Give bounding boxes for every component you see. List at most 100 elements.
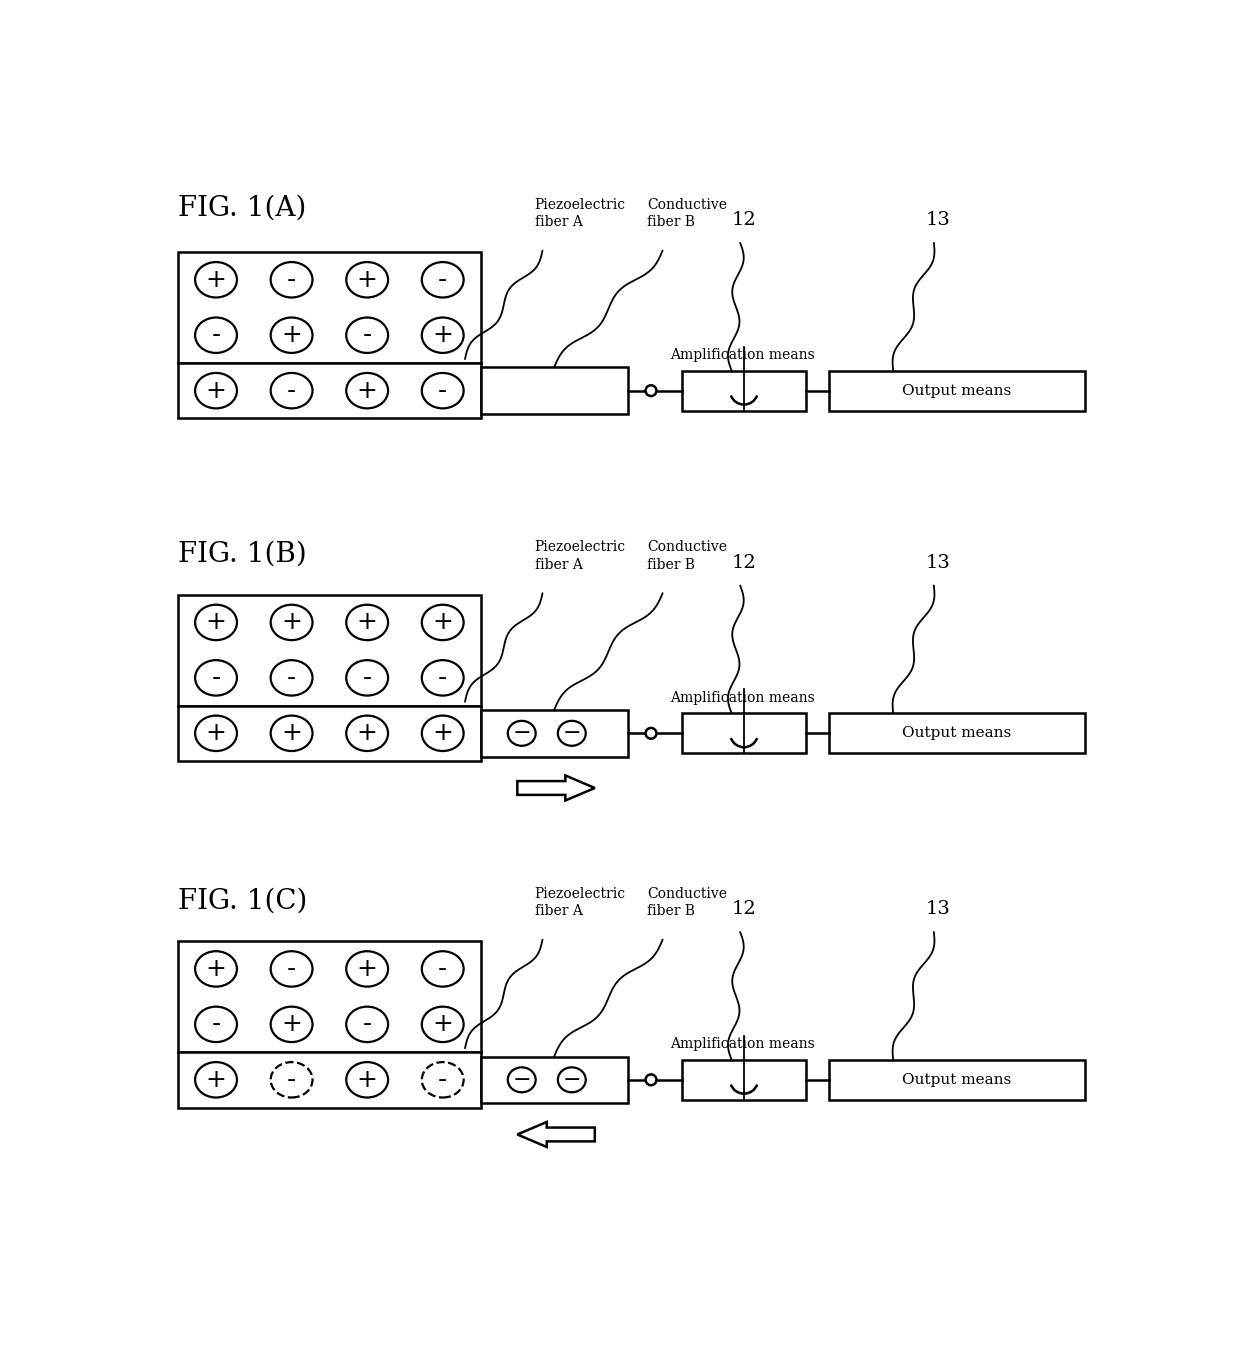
Ellipse shape <box>346 1006 388 1042</box>
Text: -: - <box>286 957 296 982</box>
Text: −: − <box>512 723 531 743</box>
Ellipse shape <box>422 261 464 297</box>
Bar <box>830 713 1085 753</box>
Text: -: - <box>286 665 296 690</box>
Text: FIG. 1(A): FIG. 1(A) <box>179 194 306 222</box>
Ellipse shape <box>422 372 464 408</box>
Bar <box>682 371 806 411</box>
Bar <box>179 942 481 1053</box>
Ellipse shape <box>195 261 237 297</box>
Text: +: + <box>357 611 378 634</box>
Ellipse shape <box>270 1062 312 1098</box>
Text: 13: 13 <box>925 211 950 229</box>
Ellipse shape <box>422 605 464 641</box>
Text: FIG. 1(C): FIG. 1(C) <box>179 887 308 914</box>
Text: Amplification means: Amplification means <box>671 348 815 363</box>
Text: -: - <box>212 323 221 348</box>
Text: -: - <box>438 379 448 402</box>
Text: +: + <box>357 1068 378 1092</box>
Ellipse shape <box>422 1006 464 1042</box>
Ellipse shape <box>346 318 388 353</box>
Ellipse shape <box>422 951 464 987</box>
Text: -: - <box>286 1068 296 1092</box>
Text: Conductive
fiber B: Conductive fiber B <box>647 887 727 919</box>
Ellipse shape <box>346 605 388 641</box>
Text: +: + <box>281 611 303 634</box>
Bar <box>179 594 481 705</box>
Text: +: + <box>206 268 227 292</box>
Text: +: + <box>357 957 378 982</box>
Ellipse shape <box>346 261 388 297</box>
Ellipse shape <box>270 261 312 297</box>
Text: Piezoelectric
fiber A: Piezoelectric fiber A <box>534 197 626 229</box>
Text: -: - <box>286 268 296 292</box>
Text: 13: 13 <box>925 899 950 919</box>
Text: -: - <box>362 323 372 348</box>
Text: -: - <box>438 1068 448 1092</box>
Text: 12: 12 <box>732 899 756 919</box>
Ellipse shape <box>422 318 464 353</box>
Text: Conductive
fiber B: Conductive fiber B <box>647 197 727 229</box>
Text: Amplification means: Amplification means <box>671 691 815 705</box>
Bar <box>481 1057 627 1103</box>
Text: +: + <box>206 611 227 634</box>
Ellipse shape <box>195 605 237 641</box>
Ellipse shape <box>195 660 237 695</box>
Text: +: + <box>433 323 453 348</box>
Text: 13: 13 <box>925 553 950 572</box>
Text: Output means: Output means <box>903 383 1012 397</box>
Text: +: + <box>281 721 303 745</box>
Ellipse shape <box>195 318 237 353</box>
Text: +: + <box>206 721 227 745</box>
Ellipse shape <box>195 372 237 408</box>
Ellipse shape <box>346 1062 388 1098</box>
Text: Piezoelectric
fiber A: Piezoelectric fiber A <box>534 541 626 572</box>
Ellipse shape <box>508 1068 536 1092</box>
Circle shape <box>646 385 656 396</box>
Ellipse shape <box>422 716 464 752</box>
Bar <box>682 713 806 753</box>
Ellipse shape <box>270 660 312 695</box>
Bar <box>179 1053 481 1108</box>
Ellipse shape <box>558 1068 585 1092</box>
Text: -: - <box>438 665 448 690</box>
Text: -: - <box>438 268 448 292</box>
Text: +: + <box>433 721 453 745</box>
Text: Output means: Output means <box>903 727 1012 741</box>
Text: +: + <box>206 1068 227 1092</box>
Text: -: - <box>362 665 372 690</box>
Ellipse shape <box>558 721 585 746</box>
Ellipse shape <box>270 716 312 752</box>
Ellipse shape <box>422 660 464 695</box>
Text: -: - <box>212 665 221 690</box>
Ellipse shape <box>270 372 312 408</box>
Text: +: + <box>357 379 378 402</box>
Ellipse shape <box>346 951 388 987</box>
Ellipse shape <box>422 1062 464 1098</box>
Bar <box>481 711 627 757</box>
Text: +: + <box>357 268 378 292</box>
Bar <box>830 371 1085 411</box>
Bar <box>481 367 627 413</box>
Text: +: + <box>433 1012 453 1036</box>
Text: +: + <box>357 721 378 745</box>
Circle shape <box>646 1075 656 1086</box>
Text: FIG. 1(B): FIG. 1(B) <box>179 541 308 568</box>
Circle shape <box>646 728 656 739</box>
Bar <box>830 1060 1085 1099</box>
Text: Conductive
fiber B: Conductive fiber B <box>647 541 727 572</box>
Ellipse shape <box>195 951 237 987</box>
Ellipse shape <box>270 1006 312 1042</box>
Text: −: − <box>512 1069 531 1090</box>
Bar <box>179 705 481 761</box>
Ellipse shape <box>346 372 388 408</box>
Text: +: + <box>206 379 227 402</box>
Ellipse shape <box>270 605 312 641</box>
Ellipse shape <box>195 1006 237 1042</box>
Ellipse shape <box>195 1062 237 1098</box>
Ellipse shape <box>195 716 237 752</box>
Text: −: − <box>563 1069 582 1090</box>
Text: 12: 12 <box>732 211 756 229</box>
Text: -: - <box>212 1012 221 1036</box>
Text: -: - <box>286 379 296 402</box>
